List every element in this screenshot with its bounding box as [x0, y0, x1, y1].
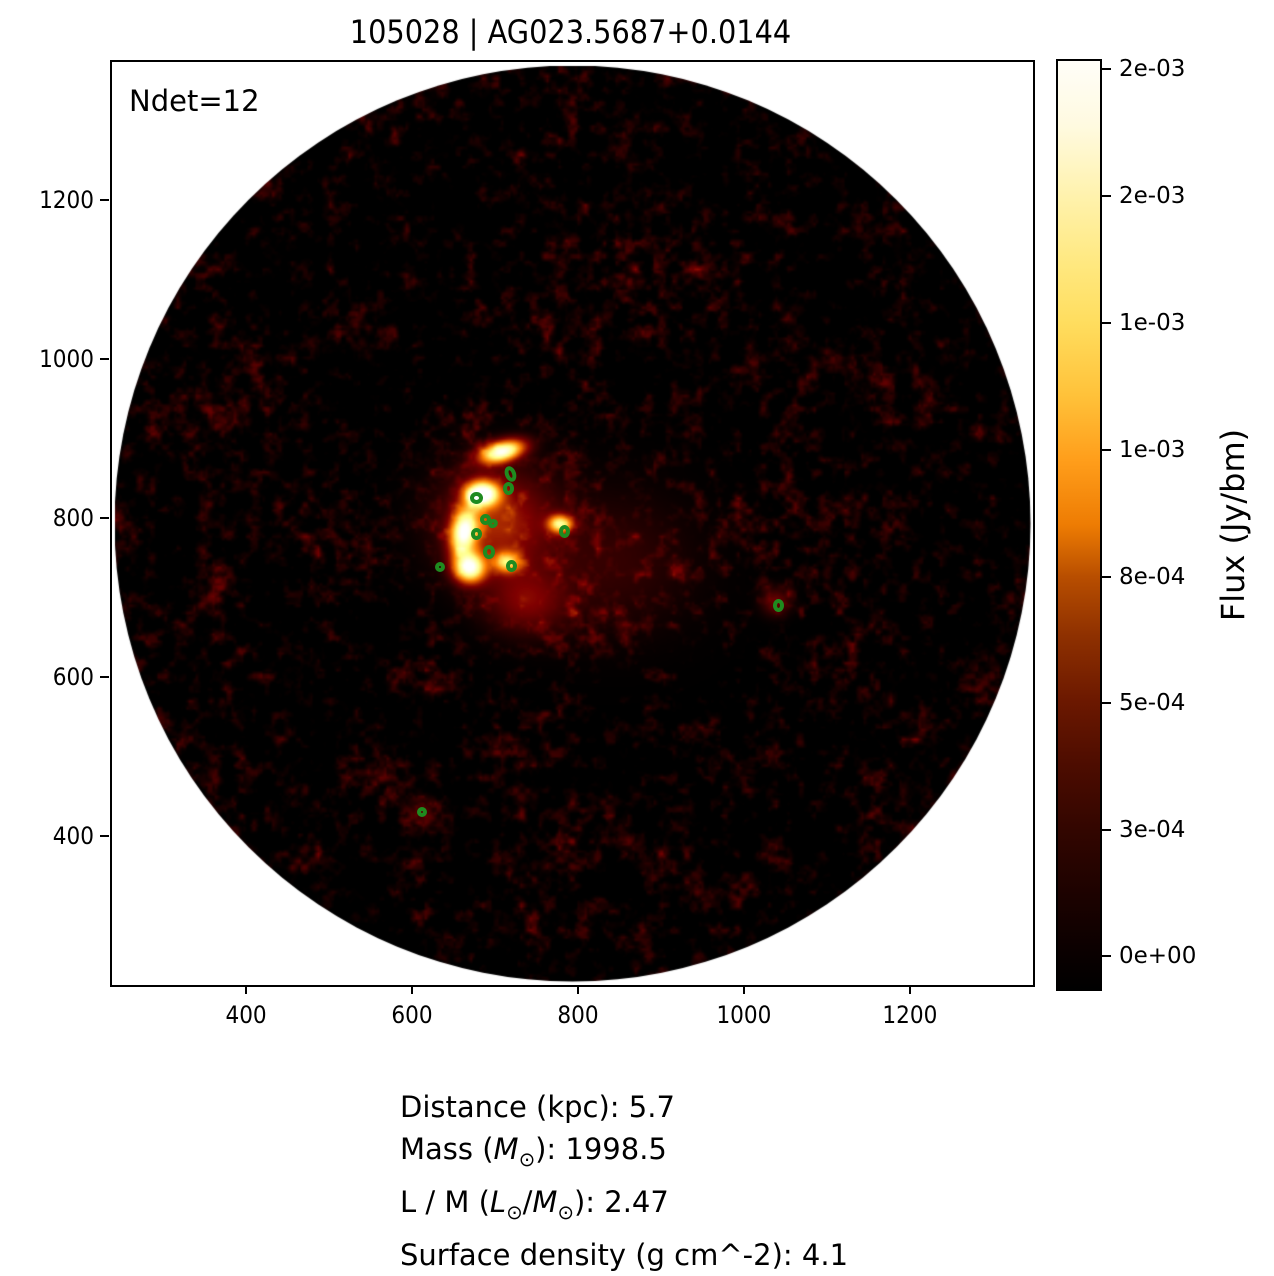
x-tick-mark	[908, 985, 911, 994]
x-tick-label: 800	[557, 1001, 599, 1029]
colorbar-tick-label: 8e-04	[1119, 564, 1186, 591]
x-tick-label: 400	[225, 1001, 267, 1029]
colorbar-tick-mark	[1102, 321, 1111, 324]
colorbar-tick-label: 1e-03	[1119, 309, 1186, 336]
x-tick-label: 1200	[882, 1001, 938, 1029]
detection-marker	[469, 491, 483, 504]
info-line: Surface density (g cm^-2): 4.1	[400, 1237, 849, 1272]
detection-marker	[434, 561, 445, 572]
colorbar	[1056, 59, 1102, 991]
detection-marker	[772, 598, 784, 612]
colorbar-tick-mark	[1102, 195, 1111, 197]
y-tick-label: 1000	[39, 344, 94, 373]
colorbar-tick-label: 2e-03	[1119, 56, 1186, 83]
y-tick-mark	[100, 834, 109, 837]
detection-marker	[479, 514, 491, 526]
colorbar-axis-label: Flux (Jy/bm)	[1214, 428, 1252, 622]
colorbar-tick-mark	[1102, 954, 1111, 957]
ndet-annotation: Ndet=12	[129, 84, 260, 118]
plot-area: Ndet=12	[110, 60, 1035, 987]
detection-marker	[503, 481, 515, 495]
colorbar-tick-label: 5e-04	[1119, 690, 1186, 716]
detection-marker	[417, 806, 428, 817]
colorbar-tick-label: 2e-03	[1119, 183, 1186, 209]
info-text: Distance (kpc): 5.7 Mass (M⊙): 1998.5 L / …	[400, 1086, 848, 1276]
field-image-canvas	[112, 62, 1033, 985]
x-tick-mark	[742, 985, 745, 994]
y-tick-mark	[100, 357, 109, 360]
x-tick-label: 600	[391, 1001, 433, 1029]
x-tick-mark	[245, 985, 248, 994]
y-tick-label: 400	[52, 821, 94, 850]
detection-marker	[505, 560, 517, 572]
colorbar-tick-label: 1e-03	[1119, 437, 1186, 464]
x-tick-label: 1000	[716, 1001, 772, 1029]
detection-marker	[482, 544, 495, 559]
colorbar-tick-mark	[1102, 68, 1111, 71]
colorbar-tick-mark	[1102, 702, 1111, 704]
y-tick-label: 800	[52, 503, 94, 532]
x-tick-mark	[411, 985, 414, 994]
colorbar-tick-label: 0e+00	[1119, 942, 1197, 969]
colorbar-tick-mark	[1102, 576, 1111, 579]
info-line: Mass (M⊙): 1998.5	[400, 1132, 667, 1171]
x-tick-mark	[576, 985, 579, 994]
y-tick-mark	[100, 675, 109, 678]
detection-marker	[470, 528, 482, 541]
colorbar-gradient	[1058, 61, 1100, 989]
colorbar-tick-label: 3e-04	[1119, 816, 1186, 843]
info-line: Distance (kpc): 5.7	[400, 1090, 675, 1124]
detection-marker	[558, 524, 570, 538]
y-tick-label: 600	[52, 662, 94, 691]
info-line: L / M (L⊙/M⊙): 2.47	[400, 1184, 669, 1224]
y-tick-mark	[100, 516, 109, 519]
figure-title: 105028 | AG023.5687+0.0144	[349, 13, 792, 51]
y-tick-label: 1200	[39, 185, 94, 214]
colorbar-tick-mark	[1102, 828, 1111, 831]
colorbar-tick-mark	[1102, 449, 1111, 452]
y-tick-mark	[100, 198, 109, 201]
